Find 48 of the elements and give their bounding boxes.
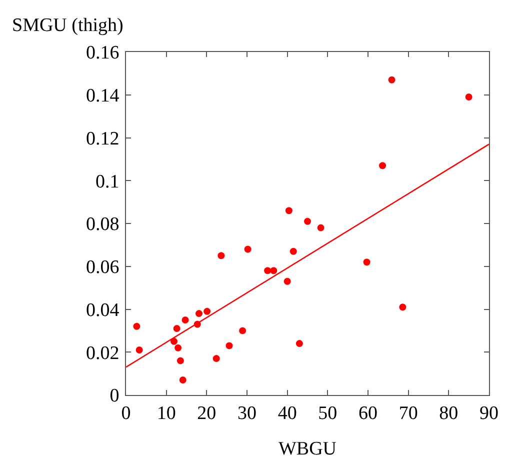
point xyxy=(317,224,324,232)
y-tick-label: 0.06 xyxy=(86,257,120,278)
point xyxy=(304,218,311,225)
y-tick-label: 0.14 xyxy=(86,86,120,107)
point xyxy=(399,304,406,311)
y-tick-label: 0.02 xyxy=(86,342,120,364)
point xyxy=(264,267,272,274)
x-tick-label: 50 xyxy=(318,402,338,424)
point xyxy=(133,322,140,330)
x-tick-label: 70 xyxy=(398,402,418,424)
point xyxy=(363,258,370,266)
x-tick-label: 20 xyxy=(197,402,216,424)
point xyxy=(226,342,233,350)
y-tick-label: 0 xyxy=(110,386,120,407)
x-tick-label: 60 xyxy=(358,402,378,424)
point xyxy=(176,357,184,364)
y-tick-label: 0.16 xyxy=(86,42,120,64)
point xyxy=(388,76,396,84)
y-tick-label: 0.1 xyxy=(95,171,120,192)
y-tick-label: 0.08 xyxy=(86,214,120,236)
point xyxy=(182,316,189,324)
point xyxy=(285,207,292,214)
y-tick-label: 0.12 xyxy=(86,128,120,150)
point xyxy=(290,248,297,255)
point xyxy=(244,246,252,253)
x-tick-label: 90 xyxy=(480,402,498,424)
x-tick-label: 10 xyxy=(156,402,176,424)
y-tick-label: 0.04 xyxy=(86,300,120,321)
point xyxy=(196,310,202,318)
point xyxy=(212,355,220,362)
point xyxy=(204,308,211,315)
x-axis-title: WBGU xyxy=(278,438,337,460)
point xyxy=(136,346,143,354)
point xyxy=(173,325,180,332)
point xyxy=(379,162,386,170)
y-axis-title: SMGU (thigh) xyxy=(12,15,124,36)
x-tick-label: 80 xyxy=(439,402,458,424)
point xyxy=(218,252,225,260)
point xyxy=(170,338,178,345)
point xyxy=(270,267,278,274)
point xyxy=(239,327,246,334)
point xyxy=(296,340,303,348)
x-tick-label: 30 xyxy=(238,402,256,424)
x-tick-label: 40 xyxy=(278,402,297,424)
point xyxy=(465,94,472,101)
point xyxy=(179,376,186,384)
point xyxy=(284,278,291,285)
point xyxy=(174,344,182,352)
